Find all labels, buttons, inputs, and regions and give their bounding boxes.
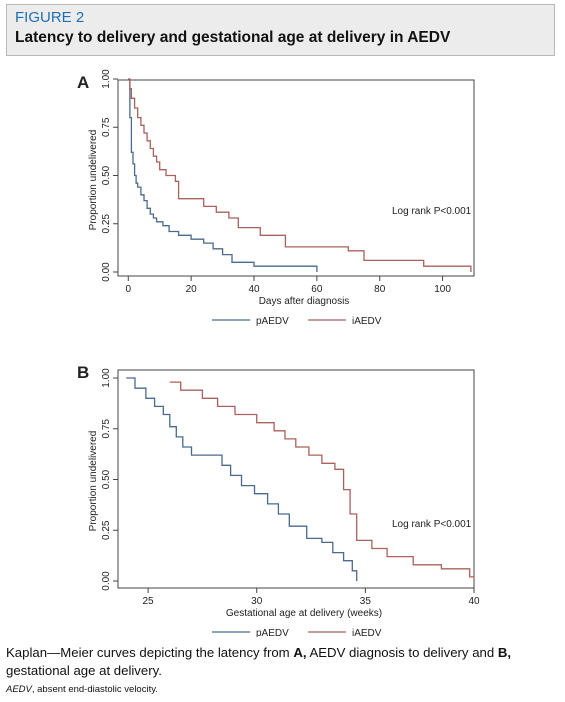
y-axis-label: Proportion undelivered xyxy=(88,130,99,231)
y-tick-label: 1.00 xyxy=(101,368,112,388)
caption-suffix: gestational age at delivery. xyxy=(6,663,162,678)
y-tick-label: 0.25 xyxy=(101,520,112,540)
figure-caption: Kaplan—Meier curves depicting the latenc… xyxy=(6,644,558,680)
chart-panel-b: B 0.00 0.25 0.50 0.75 1.00 25 30 35 40 Gestational… xyxy=(77,363,480,637)
legend-label-paedv: pAEDV xyxy=(256,628,289,637)
footnote-abbr: AEDV xyxy=(6,684,32,695)
chart-panel-a: A 0.00 0.25 0.50 0.75 1.00 0 20 40 60 80 100 Days af… xyxy=(77,69,475,327)
y-tick-label: 0.50 xyxy=(101,469,112,489)
km-curve-paedv xyxy=(128,78,318,272)
km-curve-paedv xyxy=(126,377,358,581)
caption-middle: AEDV diagnosis to delivery and xyxy=(306,645,498,660)
panel-letter: B xyxy=(77,363,89,382)
x-tick-label: 40 xyxy=(248,284,260,295)
x-tick-label: 60 xyxy=(311,284,323,295)
legend-label-paedv: pAEDV xyxy=(256,316,289,327)
y-tick-label: 0.00 xyxy=(101,262,112,282)
legend-label-iaedv: iAEDV xyxy=(352,628,382,637)
legend-label-iaedv: iAEDV xyxy=(352,316,382,327)
km-curve-iaedv xyxy=(128,78,472,272)
plot-frame xyxy=(117,369,475,589)
y-tick-label: 0.75 xyxy=(101,117,112,137)
y-tick-label: 0.75 xyxy=(101,419,112,439)
footnote-text: , absent end-diastolic velocity. xyxy=(31,684,158,695)
x-tick-label: 0 xyxy=(126,284,132,295)
x-axis-label: Days after diagnosis xyxy=(259,296,350,307)
panel-letter: A xyxy=(77,73,89,92)
y-tick-label: 0.50 xyxy=(101,165,112,185)
x-tick-label: 20 xyxy=(186,284,198,295)
y-tick-label: 1.00 xyxy=(101,69,112,89)
caption-prefix: Kaplan—Meier curves depicting the latenc… xyxy=(6,645,294,660)
y-tick-label: 0.00 xyxy=(101,571,112,591)
x-tick-label: 100 xyxy=(434,284,451,295)
figure-label: FIGURE 2 xyxy=(15,9,85,26)
x-tick-label: 35 xyxy=(360,596,372,607)
log-rank-annotation: Log rank P<0.001 xyxy=(392,206,472,217)
plot-frame xyxy=(117,79,475,277)
footnote: AEDV, absent end-diastolic velocity. xyxy=(6,684,158,695)
x-tick-label: 25 xyxy=(143,596,155,607)
y-tick-label: 0.25 xyxy=(101,214,112,234)
x-tick-label: 40 xyxy=(468,596,480,607)
caption-a: A, xyxy=(293,645,307,660)
y-axis-label: Proportion undelivered xyxy=(88,431,99,532)
figure-title: Latency to delivery and gestational age … xyxy=(15,29,451,46)
log-rank-annotation: Log rank P<0.001 xyxy=(392,519,472,530)
x-tick-label: 80 xyxy=(374,284,386,295)
km-curve-iaedv xyxy=(169,381,475,581)
x-axis-label: Gestational age at delivery (weeks) xyxy=(226,608,382,619)
x-tick-label: 30 xyxy=(251,596,263,607)
figure-header: FIGURE 2 Latency to delivery and gestati… xyxy=(6,4,555,56)
caption-b: B, xyxy=(497,645,512,660)
